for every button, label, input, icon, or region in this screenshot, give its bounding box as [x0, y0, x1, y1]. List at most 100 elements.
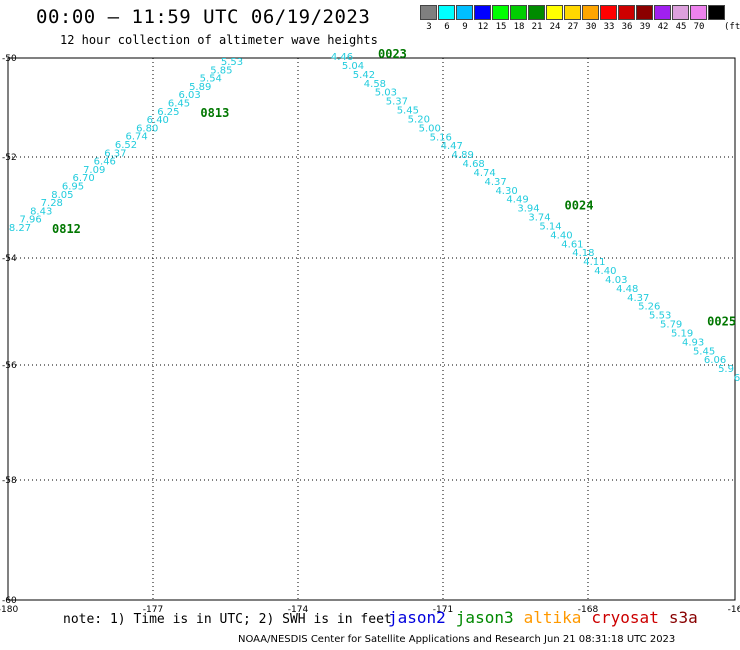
swh-label: 4.18 — [572, 248, 594, 259]
swh-label: 6.74 — [125, 132, 147, 143]
satellite-name: jason3 — [455, 608, 514, 627]
time-label: 0812 — [52, 222, 81, 236]
swh-label: 4.37 — [627, 293, 649, 304]
swh-label: 4.61 — [561, 239, 583, 250]
swh-label: 4.03 — [605, 275, 627, 286]
legend-swatch — [474, 5, 491, 20]
legend-label: 21 — [531, 22, 543, 32]
legend-swatch — [654, 5, 671, 20]
swh-label: 4.48 — [616, 284, 638, 295]
swh-label: 4.49 — [506, 195, 528, 206]
satellite-tracks: 8.277.968.437.288.056.956.707.096.466.37… — [9, 47, 740, 384]
swh-label: 4.46 — [331, 52, 353, 63]
swh-label: 5.04 — [342, 61, 364, 72]
swh-label: 5.00 — [419, 123, 441, 134]
legend-label: 6 — [444, 22, 450, 32]
lat-label: -56 — [2, 361, 17, 371]
legend-swatch — [456, 5, 473, 20]
swh-label: 5.19 — [671, 328, 693, 339]
legend-label: 27 — [567, 22, 579, 32]
page-subtitle: 12 hour collection of altimeter wave hei… — [60, 33, 378, 47]
lat-label: -54 — [2, 254, 17, 264]
swh-label: 5.89 — [189, 82, 211, 93]
swh-label: 6.52 — [115, 140, 137, 151]
legend-unit: (ft) — [724, 22, 740, 32]
swh-label: 7.09 — [83, 165, 105, 176]
swh-label: 6.37 — [104, 148, 126, 159]
legend-swatch — [492, 5, 509, 20]
swh-label: 3.94 — [517, 204, 539, 215]
swh-label: 4.58 — [364, 79, 386, 90]
satellite-name: cryosat — [591, 608, 659, 627]
axis-labels: -50 -52 -54 -56 -58 -60-180 -177 -174 -171 -168 -1… — [0, 54, 740, 615]
time-label: 0024 — [565, 199, 594, 213]
lon-label: -168 — [578, 605, 599, 615]
lon-label: -174 — [288, 605, 309, 615]
swh-label: 5.53 — [649, 311, 671, 322]
legend-label: 3 — [426, 22, 432, 32]
legend-swatch — [510, 5, 527, 20]
swh-label: 6.70 — [72, 173, 94, 184]
legend-label: 33 — [603, 22, 615, 32]
swh-label: 4.30 — [495, 186, 517, 197]
swh-label: 5.20 — [408, 114, 430, 125]
legend-label: 36 — [621, 22, 633, 32]
legend-swatch — [618, 5, 635, 20]
swh-label: 4.40 — [550, 230, 572, 241]
time-label: 0025 — [707, 315, 736, 329]
legend-swatch — [582, 5, 599, 20]
lat-label: -58 — [2, 476, 17, 486]
swh-label: 4.93 — [682, 337, 704, 348]
satellite-legend: jason2 jason3 altika cryosat s3a — [388, 608, 708, 627]
map-grid — [7, 57, 736, 601]
legend-label: 45 — [675, 22, 687, 32]
legend-label: 39 — [639, 22, 651, 32]
swh-label: 3.74 — [528, 213, 550, 224]
legend-label: 24 — [549, 22, 561, 32]
swh-label: 5.85 — [210, 65, 232, 76]
swh-label: 5.9 — [718, 364, 734, 375]
swh-label: 6.95 — [62, 182, 84, 193]
legend-swatch — [708, 5, 725, 20]
lat-label: -52 — [2, 153, 17, 163]
swh-label: 4.89 — [452, 150, 474, 161]
swh-label: 7.28 — [41, 198, 63, 209]
legend-label: 30 — [585, 22, 597, 32]
swh-label: 5.79 — [660, 320, 682, 331]
footer-note: note: 1) Time is in UTC; 2) SWH is in fe… — [63, 612, 392, 627]
legend-swatch — [690, 5, 707, 20]
swh-label: 8.43 — [30, 206, 52, 217]
legend-label: 9 — [462, 22, 468, 32]
swh-label: 4.68 — [463, 159, 485, 170]
map-frame — [7, 57, 736, 601]
legend-swatch — [420, 5, 437, 20]
swh-label: 4.74 — [474, 168, 496, 179]
time-label: 0813 — [200, 106, 229, 120]
legend-swatch — [636, 5, 653, 20]
satellite-name: jason2 — [388, 608, 446, 627]
footer-credit: NOAA/NESDIS Center for Satellite Applica… — [238, 634, 676, 645]
lat-label: -50 — [2, 54, 17, 64]
swh-label: 8.27 — [9, 223, 31, 234]
lon-label: -180 — [0, 605, 18, 615]
swh-label: 5.45 — [397, 106, 419, 117]
swh-label: 6.25 — [157, 107, 179, 118]
swh-label: 4.11 — [583, 257, 605, 268]
swh-label: 5.53 — [221, 57, 243, 68]
swh-label: 6.40 — [147, 115, 169, 126]
swh-label: 6.45 — [168, 99, 190, 110]
swh-label: 5.26 — [638, 302, 660, 313]
lon-label: -171 — [433, 605, 453, 615]
time-label: 0023 — [378, 47, 407, 61]
legend-label: 18 — [513, 22, 525, 32]
legend-label: 12 — [477, 22, 489, 32]
swh-label: 5.37 — [386, 97, 408, 108]
legend-label: 15 — [495, 22, 507, 32]
swh-label: 6 — [734, 373, 740, 384]
lon-label: -177 — [143, 605, 163, 615]
swh-label: 6.46 — [94, 157, 116, 168]
legend-label: 42 — [657, 22, 669, 32]
legend-label: 70 — [693, 22, 705, 32]
